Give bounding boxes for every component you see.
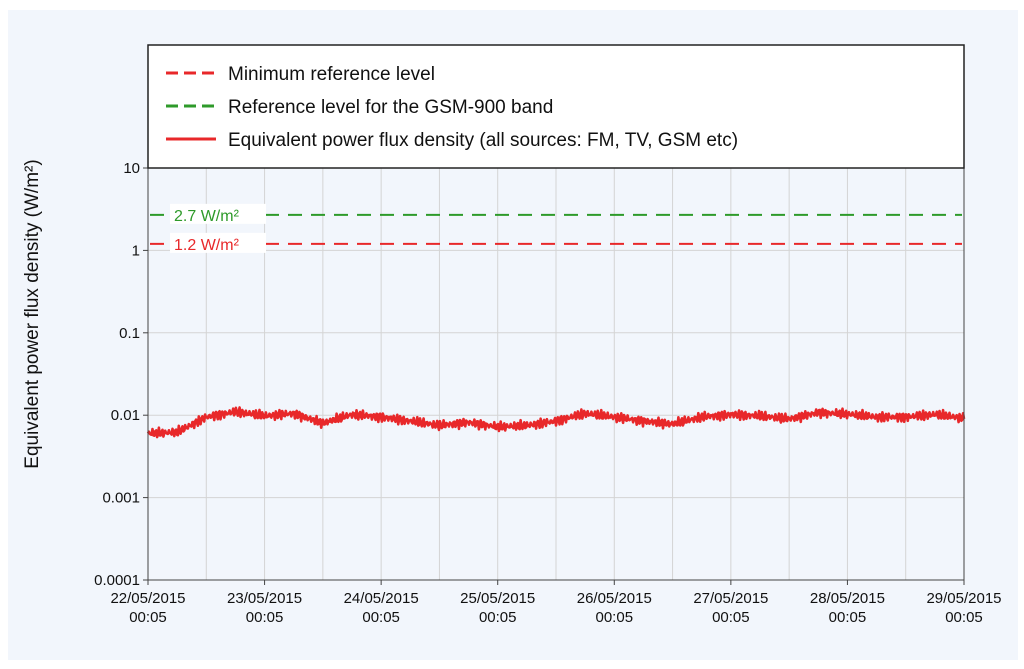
grid (147, 167, 965, 581)
legend-label: Reference level for the GSM-900 band (228, 97, 553, 118)
legend-box (147, 44, 965, 169)
reference-lines: 2.7 W/m² 1.2 W/m² (150, 203, 962, 254)
y-axis-ticks: 10 1 0.1 0.01 0.001 0.0001 (94, 160, 148, 589)
x-tick-label-date: 23/05/2015 (227, 590, 302, 607)
chart: 2.7 W/m² 1.2 W/m² 10 1 0.1 0.01 0.001 0.0001 2… (22, 44, 1002, 626)
x-tick-label-time: 00:05 (129, 609, 167, 626)
x-tick-label-date: 27/05/2015 (693, 590, 768, 607)
x-tick-label-time: 00:05 (712, 609, 750, 626)
reference-label: 1.2 W/m² (174, 237, 240, 254)
x-tick-label-time: 00:05 (945, 609, 983, 626)
x-tick-label-time: 00:05 (479, 609, 517, 626)
x-tick-label-time: 00:05 (829, 609, 867, 626)
chart-frame: 2.7 W/m² 1.2 W/m² 10 1 0.1 0.01 0.001 0.0001 2… (8, 10, 1018, 660)
x-tick-label-time: 00:05 (362, 609, 400, 626)
reference-label-bg (170, 203, 266, 224)
legend: Minimum reference level Reference level f… (147, 44, 965, 169)
y-tick-label: 0.0001 (94, 572, 140, 589)
x-tick-label-date: 28/05/2015 (810, 590, 885, 607)
y-tick-label: 0.01 (111, 407, 140, 424)
x-tick-label-time: 00:05 (246, 609, 284, 626)
y-tick-label: 0.1 (119, 325, 140, 342)
series-line (146, 406, 966, 439)
x-tick-label-date: 26/05/2015 (577, 590, 652, 607)
x-tick-label-time: 00:05 (596, 609, 634, 626)
x-tick-label-date: 25/05/2015 (460, 590, 535, 607)
x-axis-ticks: 22/05/2015 00:05 23/05/2015 00:05 24/05/2015… (110, 580, 1002, 626)
x-tick-label-date: 24/05/2015 (344, 590, 419, 607)
reference-label: 2.7 W/m² (174, 208, 240, 225)
series-layer (146, 406, 966, 439)
reference-label-bg (170, 232, 266, 253)
x-tick-label-date: 29/05/2015 (926, 590, 1001, 607)
y-tick-label: 0.001 (102, 490, 140, 507)
legend-label: Minimum reference level (228, 64, 435, 85)
y-tick-label: 1 (132, 242, 140, 259)
x-tick-label-date: 22/05/2015 (110, 590, 185, 607)
legend-label: Equivalent power flux density (all sourc… (228, 130, 738, 151)
y-tick-label: 10 (123, 160, 140, 177)
y-axis-label: Equivalent power flux density (W/m²) (22, 159, 43, 468)
